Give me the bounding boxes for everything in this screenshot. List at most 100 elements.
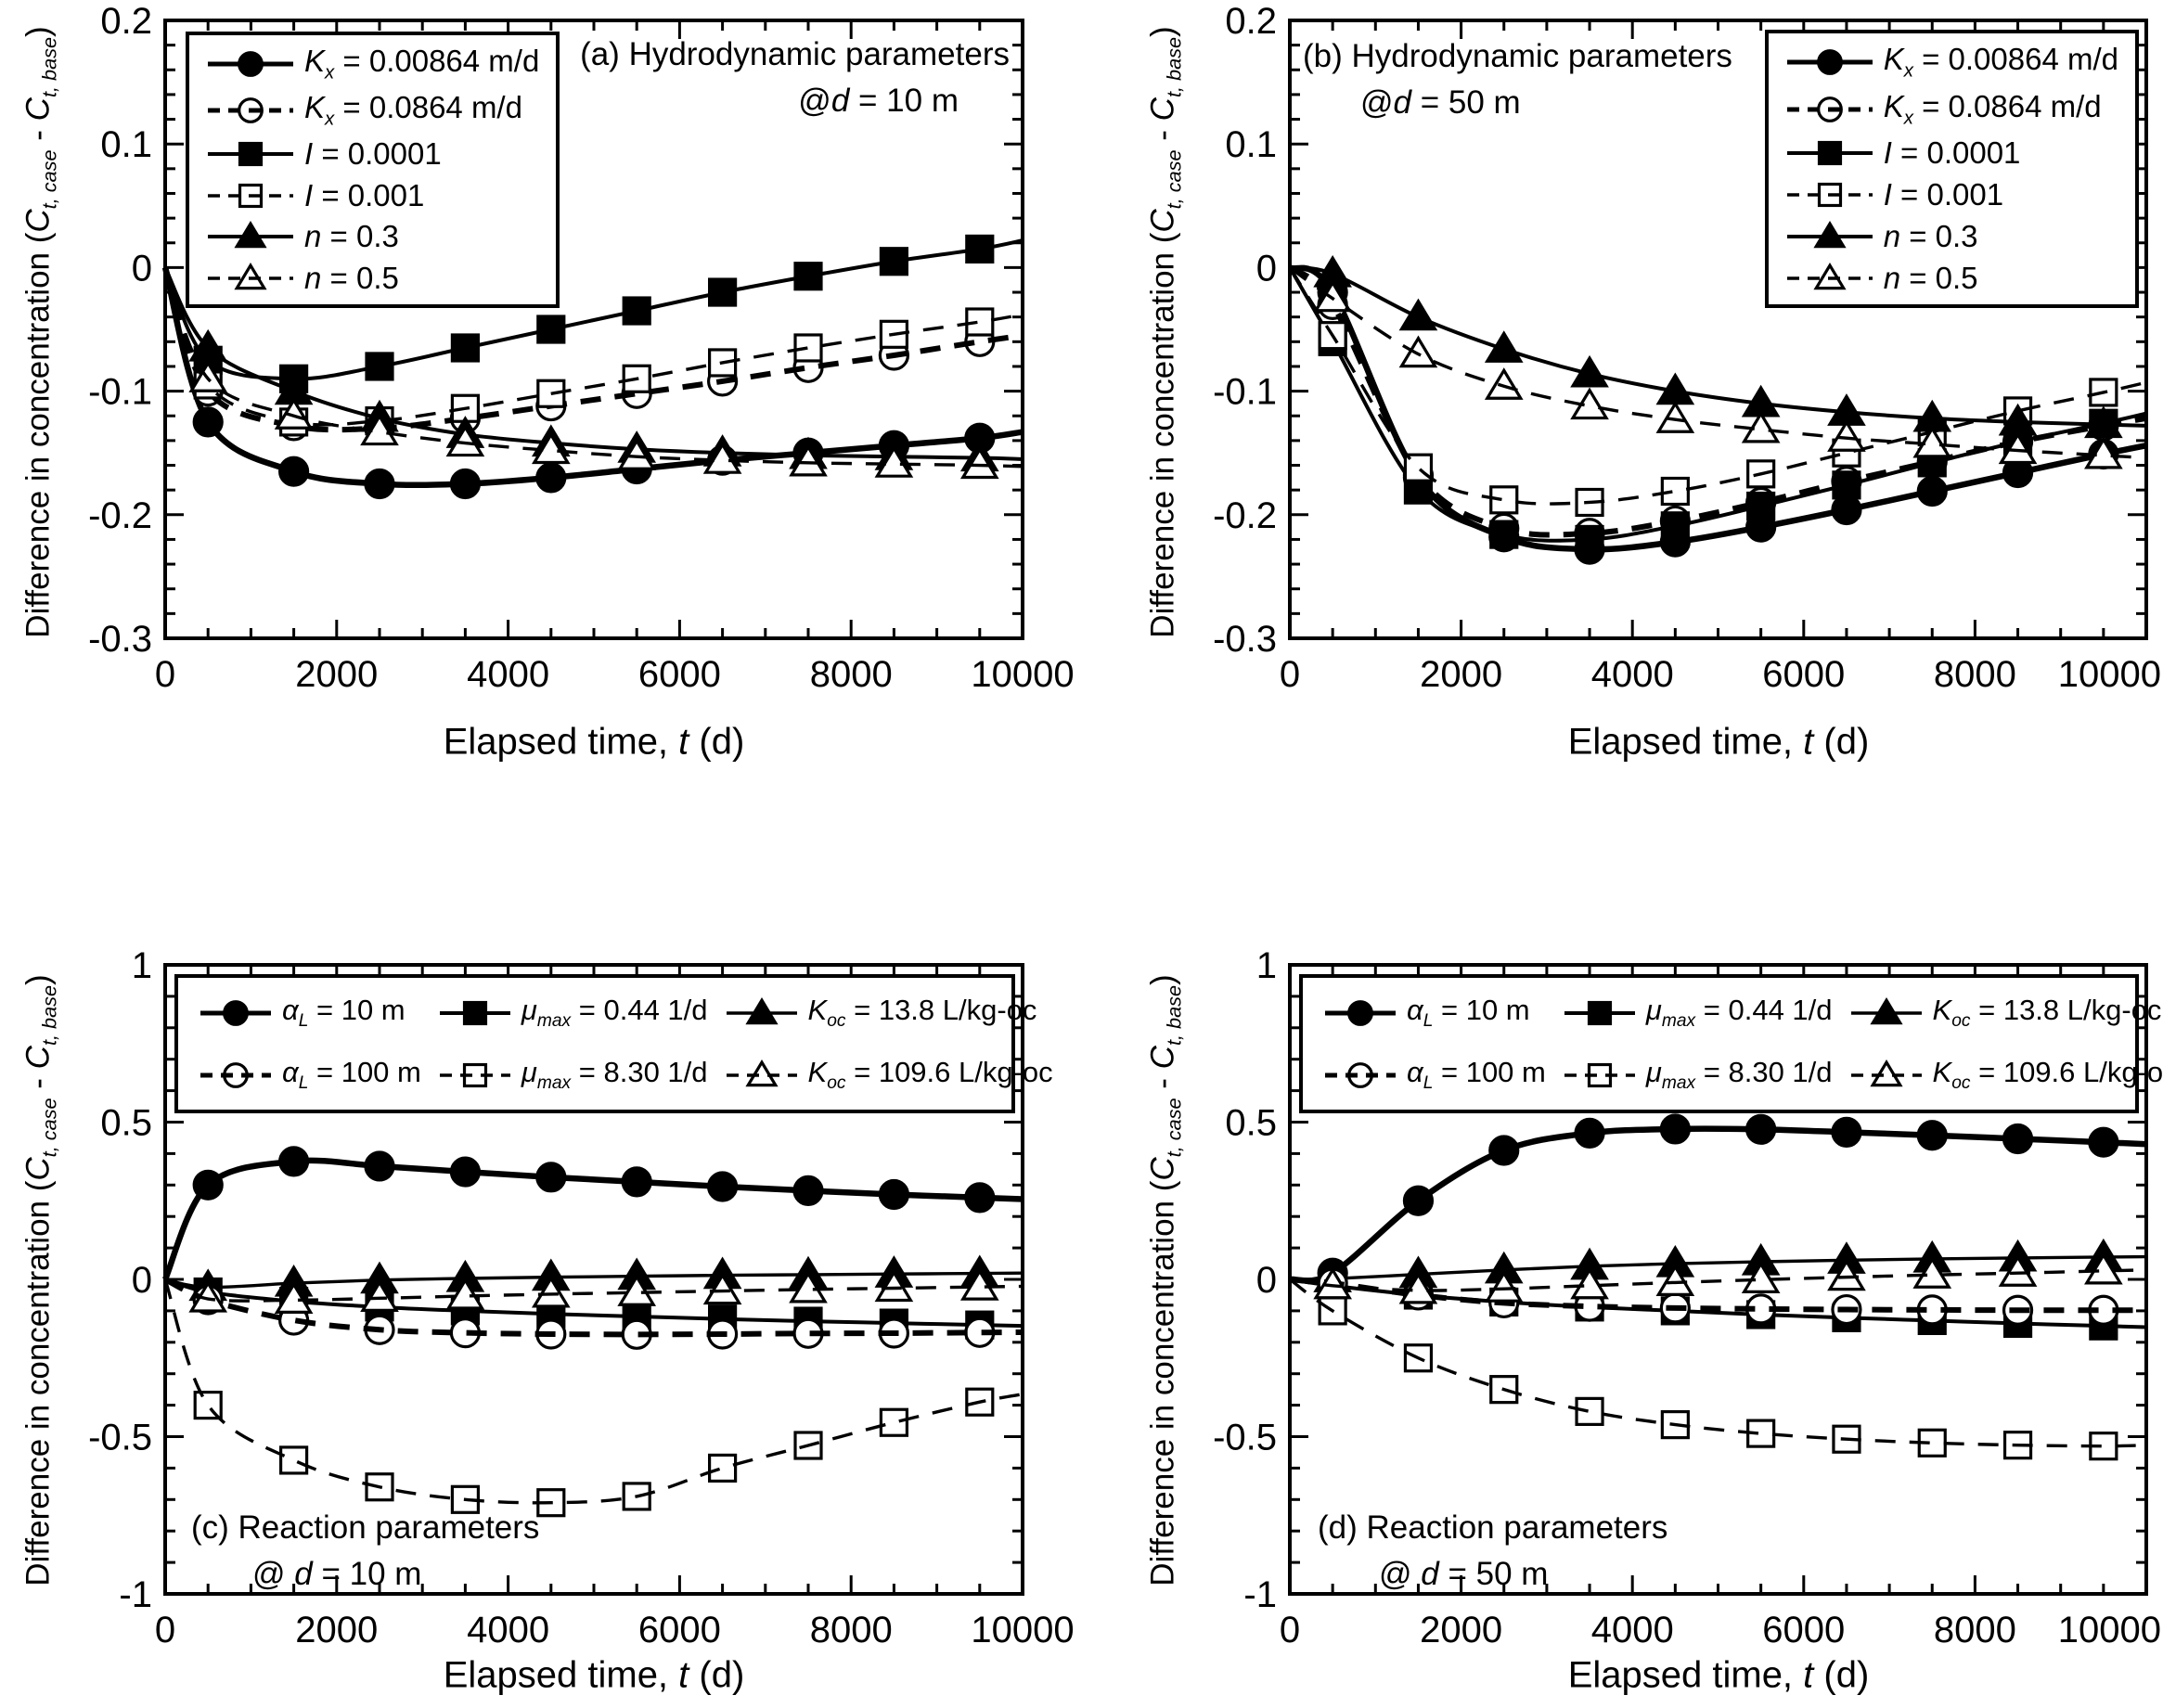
- legend-item-kx-00864: Kx = 0.0864 m/d: [1785, 89, 2118, 130]
- y-axis-label-b: Difference in concentration (Ct, case - …: [1144, 26, 1186, 638]
- marker-open-triangle-icon: [1484, 1270, 1524, 1303]
- panel-title-line: @ d = 50 m: [1379, 1555, 1549, 1592]
- x-tick-label: 8000: [1934, 654, 2016, 695]
- marker-open-square-icon: [1575, 1396, 1604, 1426]
- marker-open-triangle-icon: [959, 1268, 999, 1301]
- marker-open-square-icon: [1489, 1375, 1519, 1405]
- legend-sample-n-03: [208, 221, 293, 249]
- series-line-kx-00864: [162, 266, 1024, 433]
- legend-item-koc-138: Koc = 13.8 L/kg-oc: [725, 994, 1053, 1032]
- marker-open-triangle-icon: [1741, 1261, 1781, 1293]
- legend-label: Koc = 109.6 L/kg-oc: [807, 1055, 1053, 1094]
- legend-sample-koc-138: [726, 996, 797, 1024]
- marker-open-triangle-icon: [1655, 401, 1695, 433]
- legend-item-kx-000864: Kx = 0.00864 m/d: [1785, 42, 2118, 83]
- marker-filled-square-icon: [1489, 520, 1519, 549]
- panel-title-d: (d) Reaction parameters @ d = 50 m: [1318, 1505, 1667, 1597]
- panel-d: 0 2000 4000 6000 8000 10000 1 0.5 0 -0.5 -1: [1213, 945, 2161, 1650]
- legend-sample-kx-000864: [1786, 49, 1873, 76]
- legend-item-alpha-10: αL = 10 m: [199, 994, 421, 1032]
- x-tick-label: 0: [155, 1610, 175, 1650]
- marker-open-square-icon: [1660, 476, 1690, 507]
- legend-c: αL = 10 m μmax = 0.44 1/d Koc = 13.8 L/kg-…: [174, 974, 1053, 1113]
- legend-item-koc-1096: Koc = 109.6 L/kg-oc: [725, 1056, 1053, 1094]
- x-tick-label: 2000: [295, 654, 378, 695]
- marker-open-triangle-icon: [2084, 1252, 2123, 1285]
- legend-item-mu-830: μmax = 8.30 1/d: [438, 1056, 708, 1094]
- marker-open-triangle-icon: [531, 1275, 571, 1308]
- legend-item-mu-830: μmax = 8.30 1/d: [1563, 1056, 1833, 1094]
- legend-label: Koc = 13.8 L/kg-oc: [807, 993, 1037, 1032]
- x-axis-label-b: Elapsed time, t (d): [1567, 721, 1870, 763]
- marker-open-triangle-icon: [702, 1272, 742, 1305]
- legend-d: αL = 10 m μmax = 0.44 1/d Koc = 13.8 L/kg-…: [1299, 974, 2163, 1113]
- y-axis-label-a: Difference in concentration (Ct, case - …: [19, 26, 61, 638]
- y-tick-label: 0: [132, 248, 152, 289]
- y-tick-label: 0.1: [1225, 124, 1277, 165]
- x-tick-label: 8000: [810, 654, 893, 695]
- series-koc-1096: [164, 1268, 1024, 1314]
- marker-open-square-icon: [1318, 1296, 1347, 1326]
- legend-sample-n-05: [1786, 262, 1873, 289]
- legend-label: Kx = 0.0864 m/d: [1883, 88, 2102, 129]
- x-tick-label: 2000: [295, 1610, 378, 1650]
- legend-label: αL = 10 m: [1407, 993, 1530, 1032]
- x-tick-label: 4000: [467, 1610, 549, 1650]
- series-line-alpha-100: [1289, 1277, 2146, 1314]
- legend-sample-i-00001: [1786, 141, 1873, 166]
- marker-open-triangle-icon: [959, 446, 999, 480]
- y-tick-label: -0.1: [88, 372, 152, 413]
- legend-sample-mu-830: [1564, 1062, 1635, 1087]
- legend-item-kx-000864: Kx = 0.00864 m/d: [206, 44, 539, 84]
- legend-label: αL = 100 m: [282, 1055, 421, 1094]
- legend-sample-mu-044: [439, 1000, 510, 1025]
- legend-label: αL = 10 m: [282, 993, 406, 1032]
- series-line-alpha-10: [162, 1157, 1024, 1281]
- legend-sample-i-00001: [208, 142, 293, 167]
- legend-sample-i-0001: [208, 183, 293, 208]
- y-axis-label-c: Difference in concentration (Ct, case - …: [19, 974, 61, 1586]
- legend-sample-koc-1096: [1850, 1059, 1922, 1086]
- x-tick-label: 8000: [1934, 1610, 2016, 1650]
- series-mu-830: [1288, 1278, 2147, 1461]
- panel-title-b: (b) Hydrodynamic parameters @d = 50 m: [1303, 33, 1732, 125]
- legend-item-mu-044: μmax = 0.44 1/d: [1563, 994, 1833, 1032]
- y-axis-label-d: Difference in concentration (Ct, case - …: [1144, 974, 1186, 1586]
- legend-item-n-05: n = 0.5: [206, 261, 539, 296]
- series-n-05: [163, 266, 1024, 480]
- legend-sample-koc-1096: [726, 1059, 797, 1086]
- series-line-i-0001: [1288, 266, 2147, 506]
- series-n-05: [1289, 266, 2147, 469]
- legend-sample-alpha-10: [200, 999, 271, 1026]
- marker-open-square-icon: [793, 333, 823, 363]
- x-tick-label: 10000: [2058, 1610, 2161, 1650]
- legend-item-i-0001: I = 0.001: [1785, 177, 2118, 212]
- x-tick-label: 10000: [2058, 654, 2161, 695]
- legend-sample-alpha-10: [1325, 999, 1396, 1026]
- y-tick-label: 0: [1256, 248, 1277, 289]
- series-line-alpha-10: [1289, 1125, 2147, 1284]
- x-tick-label: 0: [1280, 654, 1300, 695]
- legend-item-alpha-100: αL = 100 m: [199, 1056, 421, 1094]
- panel-title-a: (a) Hydrodynamic parameters @d = 10 m: [580, 32, 1010, 123]
- y-tick-label: -1: [1243, 1574, 1277, 1615]
- marker-open-triangle-icon: [274, 1281, 314, 1314]
- y-tick-label: 0: [132, 1260, 152, 1301]
- y-tick-label: -0.2: [1213, 495, 1277, 536]
- series-line-koc-1096: [164, 1278, 1024, 1303]
- series-alpha-10: [1289, 1113, 2147, 1289]
- series-line-i-0001: [163, 266, 1024, 427]
- marker-open-triangle-icon: [874, 445, 914, 478]
- x-tick-label: 4000: [1591, 1610, 1674, 1650]
- x-tick-label: 6000: [638, 1610, 721, 1650]
- marker-open-triangle-icon: [617, 1274, 657, 1306]
- legend-label: Kx = 0.00864 m/d: [1883, 42, 2118, 82]
- x-tick-label: 10000: [971, 1610, 1074, 1650]
- series-line-n-03: [1289, 265, 2147, 428]
- legend-item-koc-138: Koc = 13.8 L/kg-oc: [1849, 994, 2163, 1032]
- series-koc-1096: [1289, 1252, 2147, 1304]
- marker-open-triangle-icon: [1484, 367, 1524, 400]
- x-tick-label: 2000: [1420, 654, 1502, 695]
- legend-sample-kx-000864: [208, 51, 293, 77]
